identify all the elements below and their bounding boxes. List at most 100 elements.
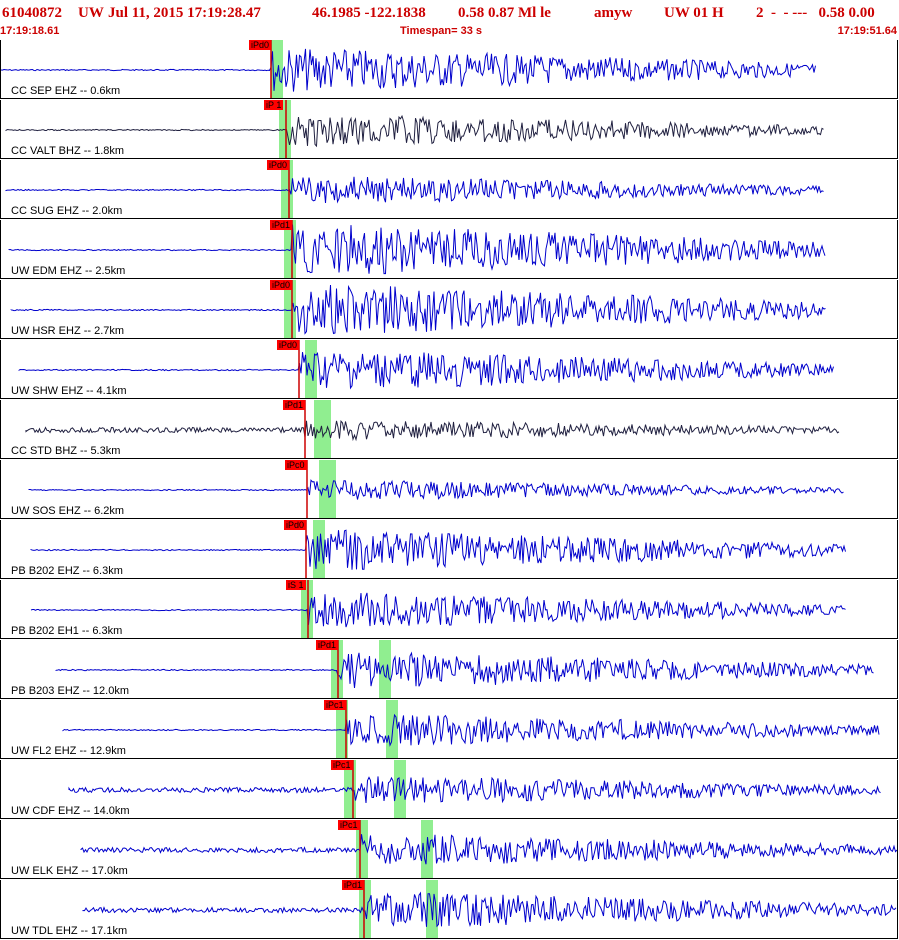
trace-label: UW TDL EHZ -- 17.1km bbox=[11, 925, 128, 937]
trace-label: PB B202 EHZ -- 6.3km bbox=[11, 565, 123, 577]
pick-window bbox=[313, 520, 325, 578]
waveform-canvas bbox=[80, 820, 897, 878]
trace-row[interactable]: iPc0 UW SOS EHZ -- 6.2km bbox=[0, 460, 898, 519]
waveform-canvas bbox=[28, 460, 844, 518]
waveform-canvas bbox=[10, 280, 826, 338]
trace-label: UW SOS EHZ -- 6.2km bbox=[11, 505, 125, 517]
trace-row[interactable]: iPd1 UW EDM EHZ -- 2.5km bbox=[0, 220, 898, 279]
waveform bbox=[30, 592, 846, 628]
pick-window bbox=[331, 640, 343, 698]
pick-window bbox=[336, 700, 348, 758]
start-time: 17:19:18.61 bbox=[0, 25, 60, 37]
end-time: 17:19:51.64 bbox=[837, 25, 897, 37]
waveform-canvas bbox=[8, 220, 826, 278]
pick-window bbox=[279, 100, 291, 158]
waveform-canvas bbox=[25, 400, 840, 458]
s-pick-window bbox=[426, 880, 438, 938]
pick-flag[interactable]: iPc0 bbox=[285, 460, 307, 470]
trace-label: CC SEP EHZ -- 0.6km bbox=[11, 85, 121, 97]
waveform bbox=[10, 284, 826, 335]
waveform-canvas bbox=[82, 880, 897, 938]
trace-label: CC STD BHZ -- 5.3km bbox=[11, 445, 121, 457]
pick-window bbox=[359, 880, 371, 938]
pick-flag[interactable]: iPd0 bbox=[284, 520, 307, 530]
waveform bbox=[1, 48, 816, 92]
pick-flag[interactable]: iPc1 bbox=[338, 820, 360, 830]
header-misc: 2 - - --- 0.58 0.00 bbox=[756, 5, 875, 21]
pick-flag[interactable]: iPd0 bbox=[277, 340, 300, 350]
trace-row[interactable]: iPc1 UW ELK EHZ -- 17.0km bbox=[0, 820, 898, 879]
s-pick-window bbox=[386, 700, 398, 758]
trace-row[interactable]: iPd1 UW TDL EHZ -- 17.1km bbox=[0, 880, 898, 939]
waveform bbox=[82, 891, 897, 928]
timespan: Timespan= 33 s bbox=[400, 25, 483, 37]
pick-flag[interactable]: iPd0 bbox=[270, 280, 293, 290]
waveform bbox=[28, 479, 844, 500]
trace-row[interactable]: iPd1 PB B203 EHZ -- 12.0km bbox=[0, 640, 898, 699]
pick-window bbox=[356, 820, 368, 878]
waveform-canvas bbox=[55, 640, 874, 698]
waveform-canvas bbox=[68, 760, 881, 818]
trace-row[interactable]: iP 1 CC VALT BHZ -- 1.8km bbox=[0, 100, 898, 159]
waveform-canvas bbox=[62, 700, 880, 758]
s-pick-window bbox=[319, 400, 331, 458]
pick-flag[interactable]: iPd1 bbox=[283, 400, 306, 410]
trace-label: CC VALT BHZ -- 1.8km bbox=[11, 145, 125, 157]
waveform bbox=[80, 834, 897, 865]
event-header: 61040872 UW Jul 11, 2015 17:19:28.47 46.… bbox=[0, 0, 899, 26]
trace-row[interactable]: iPd0 UW HSR EHZ -- 2.7km bbox=[0, 280, 898, 339]
trace-label: CC SUG EHZ -- 2.0km bbox=[11, 205, 123, 217]
trace-row[interactable]: iPd1 CC STD BHZ -- 5.3km bbox=[0, 400, 898, 459]
pick-flag[interactable]: iPd1 bbox=[342, 880, 365, 890]
trace-label: UW EDM EHZ -- 2.5km bbox=[11, 265, 126, 277]
analyst: amyw bbox=[594, 5, 633, 21]
event-location: 46.1985 -122.1838 bbox=[312, 5, 426, 21]
waveform-canvas bbox=[5, 160, 824, 218]
waveform bbox=[8, 224, 826, 275]
waveform-canvas bbox=[18, 340, 834, 398]
trace-label: PB B202 EH1 -- 6.3km bbox=[11, 625, 123, 637]
trace-row[interactable]: iPc1 UW FL2 EHZ -- 12.9km bbox=[0, 700, 898, 759]
trace-row[interactable]: iPc1 UW CDF EHZ -- 14.0km bbox=[0, 760, 898, 819]
trace-row[interactable]: iPd0 CC SUG EHZ -- 2.0km bbox=[0, 160, 898, 219]
waveform bbox=[18, 352, 834, 390]
waveform bbox=[5, 114, 824, 148]
network: UW bbox=[78, 5, 104, 21]
source: UW 01 H bbox=[664, 5, 724, 21]
s-pick-window bbox=[324, 460, 336, 518]
pick-flag[interactable]: iP 1 bbox=[264, 100, 284, 110]
trace-row[interactable]: iPd0 PB B202 EHZ -- 6.3km bbox=[0, 520, 898, 579]
time-bar: 17:19:18.61 Timespan= 33 s 17:19:51.64 bbox=[0, 24, 899, 38]
pick-window bbox=[284, 280, 296, 338]
pick-window bbox=[281, 160, 293, 218]
trace-label: UW HSR EHZ -- 2.7km bbox=[11, 325, 125, 337]
pick-flag[interactable]: iS 1 bbox=[286, 580, 306, 590]
trace-row[interactable]: iS 1 PB B202 EH1 -- 6.3km bbox=[0, 580, 898, 639]
waveform-canvas bbox=[30, 580, 846, 638]
event-id: 61040872 bbox=[2, 5, 62, 21]
pick-flag[interactable]: iPd1 bbox=[270, 220, 293, 230]
waveform bbox=[68, 776, 881, 804]
trace-label: UW FL2 EHZ -- 12.9km bbox=[11, 745, 126, 757]
waveform bbox=[55, 651, 874, 688]
pick-flag[interactable]: iPd1 bbox=[316, 640, 339, 650]
waveform bbox=[5, 176, 824, 204]
event-magnitudes: 0.58 0.87 Ml le bbox=[458, 5, 551, 21]
s-pick-window bbox=[379, 640, 391, 698]
trace-row[interactable]: iPd0 CC SEP EHZ -- 0.6km bbox=[0, 40, 898, 99]
waveform bbox=[62, 713, 880, 747]
waveform-canvas bbox=[30, 520, 846, 578]
event-datetime: Jul 11, 2015 17:19:28.47 bbox=[108, 5, 261, 21]
waveform-canvas bbox=[5, 100, 824, 158]
seismogram-panel[interactable]: iPd0 CC SEP EHZ -- 0.6km iP 1 CC VALT BHZ -… bbox=[0, 40, 899, 940]
pick-flag[interactable]: iPd0 bbox=[249, 40, 272, 50]
pick-flag[interactable]: iPc1 bbox=[331, 760, 353, 770]
pick-flag[interactable]: iPd0 bbox=[267, 160, 290, 170]
pick-flag[interactable]: iPc1 bbox=[324, 700, 346, 710]
trace-label: UW CDF EHZ -- 14.0km bbox=[11, 805, 130, 817]
trace-label: UW ELK EHZ -- 17.0km bbox=[11, 865, 128, 877]
trace-label: UW SHW EHZ -- 4.1km bbox=[11, 385, 127, 397]
trace-label: PB B203 EHZ -- 12.0km bbox=[11, 685, 129, 697]
waveform bbox=[30, 529, 846, 570]
trace-row[interactable]: iPd0 UW SHW EHZ -- 4.1km bbox=[0, 340, 898, 399]
